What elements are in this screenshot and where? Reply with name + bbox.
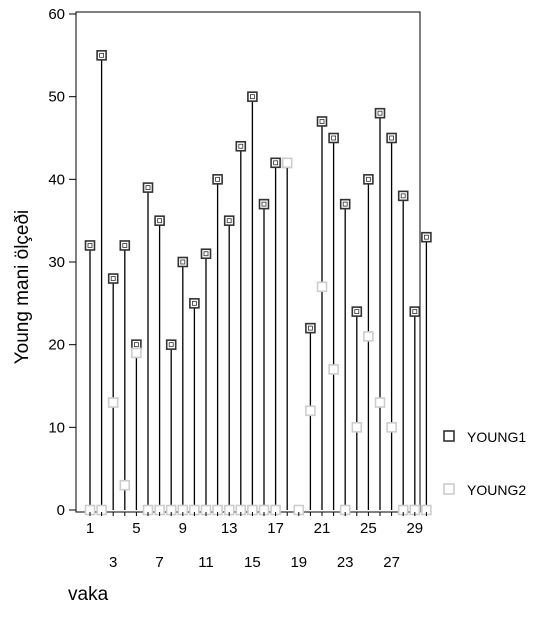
y-tick-label: 30 bbox=[48, 254, 65, 271]
young1-marker-inner bbox=[331, 135, 337, 141]
x-tick-label: 11 bbox=[198, 554, 214, 571]
young1-marker-inner bbox=[99, 52, 104, 58]
y-tick-label: 10 bbox=[48, 419, 65, 436]
young2-marker bbox=[316, 281, 328, 293]
young1-marker-inner bbox=[133, 342, 139, 348]
x-tick-label: 9 bbox=[179, 520, 187, 537]
x-tick-label: 21 bbox=[314, 520, 331, 537]
young2-marker bbox=[386, 422, 397, 433]
young2-marker bbox=[363, 331, 374, 342]
x-tick-label: 7 bbox=[155, 554, 163, 571]
legend-label-young1: YOUNG1 bbox=[467, 429, 526, 445]
chart-lines bbox=[89, 55, 428, 510]
x-tick-label: 19 bbox=[290, 554, 307, 571]
young1-marker-inner bbox=[307, 325, 313, 331]
young1-marker-inner bbox=[203, 251, 209, 257]
young1-marker-inner bbox=[319, 119, 325, 124]
young1-marker-inner bbox=[157, 218, 163, 224]
young1-marker-inner bbox=[110, 276, 116, 281]
young1-marker-inner bbox=[168, 342, 174, 348]
young2-marker bbox=[107, 397, 119, 408]
legend-marker-young1 bbox=[443, 430, 455, 442]
young1-marker-inner bbox=[249, 94, 255, 100]
young2-marker bbox=[351, 422, 363, 433]
x-tick-label: 5 bbox=[132, 520, 140, 537]
x-tick-label: 27 bbox=[383, 554, 400, 571]
x-tick-label: 25 bbox=[360, 520, 377, 537]
x-tick-label: 3 bbox=[109, 554, 117, 571]
y-tick-label: 20 bbox=[48, 337, 65, 354]
young1-marker-inner bbox=[412, 309, 418, 315]
young2-marker bbox=[119, 479, 131, 491]
x-tick-label: 1 bbox=[86, 520, 94, 537]
y-tick-label: 40 bbox=[48, 171, 65, 188]
young1-marker-inner bbox=[215, 176, 221, 182]
young1-marker-inner bbox=[122, 243, 128, 248]
young1-marker-inner bbox=[365, 176, 371, 182]
legend-label-young2: YOUNG2 bbox=[467, 482, 526, 498]
y-tick-label: 50 bbox=[48, 89, 65, 106]
young1-marker-inner bbox=[389, 135, 395, 141]
x-tick-label: 15 bbox=[244, 554, 261, 571]
y-axis-title: Young mani ölçeði bbox=[12, 210, 33, 365]
young2-marker bbox=[305, 405, 316, 417]
young1-marker-inner bbox=[180, 259, 186, 265]
x-tick-label: 23 bbox=[337, 554, 354, 571]
young1-marker-inner bbox=[377, 110, 383, 116]
young1-marker-inner bbox=[87, 243, 93, 248]
x-tick-label: 17 bbox=[267, 520, 284, 537]
x-tick-label: 13 bbox=[221, 520, 238, 537]
young1-marker-inner bbox=[261, 201, 267, 207]
young2-marker bbox=[281, 157, 293, 169]
young1-marker-inner bbox=[226, 218, 232, 224]
chart-legend: YOUNG1 YOUNG2 bbox=[443, 429, 526, 498]
young1-marker-inner bbox=[191, 300, 197, 306]
chart-markers bbox=[84, 50, 432, 516]
x-tick-label: 29 bbox=[406, 520, 423, 537]
y-tick-label: 60 bbox=[48, 6, 65, 23]
young1-marker-inner bbox=[145, 185, 151, 191]
young1-marker-inner bbox=[423, 234, 429, 240]
young1-marker-inner bbox=[354, 309, 360, 315]
young2-marker bbox=[374, 397, 386, 408]
young2-marker bbox=[328, 364, 339, 375]
young1-marker-inner bbox=[238, 143, 244, 149]
x-axis-title: vaka bbox=[68, 584, 109, 605]
young2-marker bbox=[131, 347, 142, 359]
legend-marker-young2 bbox=[443, 483, 455, 495]
young1-marker-inner bbox=[273, 160, 279, 166]
young1-marker-inner bbox=[400, 193, 406, 199]
y-tick-label: 0 bbox=[57, 502, 65, 519]
young1-marker-inner bbox=[342, 201, 348, 207]
